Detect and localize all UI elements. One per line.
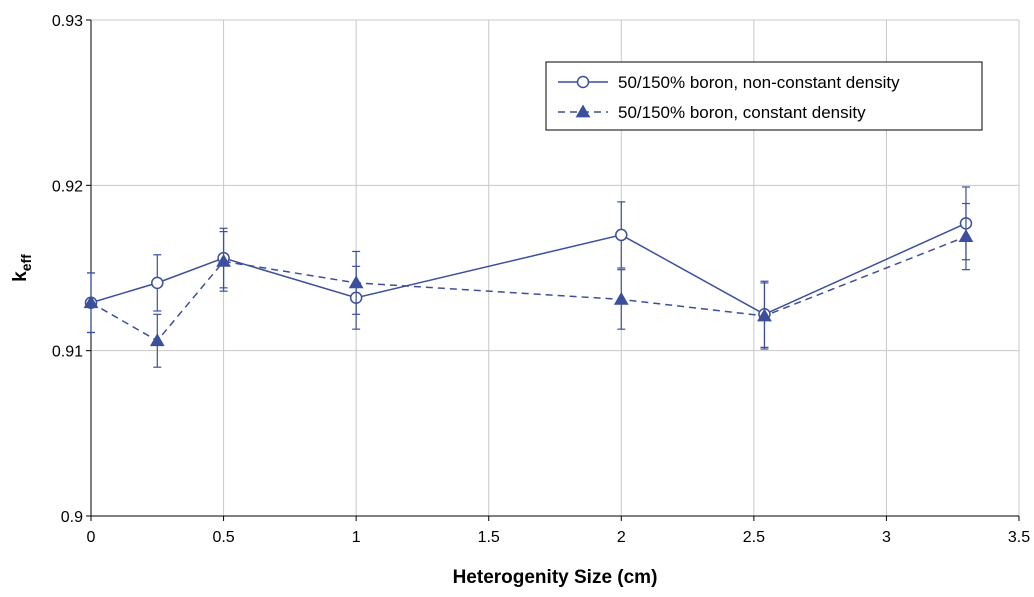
y-axis-title: keff	[10, 254, 34, 282]
data-point	[149, 333, 165, 347]
x-tick-label: 3.5	[1008, 529, 1030, 546]
data-point	[757, 308, 772, 322]
x-tick-label: 0	[87, 529, 96, 546]
x-tick-label: 1	[352, 529, 361, 546]
y-tick-label: 0.91	[52, 344, 83, 361]
x-tick-label: 2	[617, 529, 626, 546]
x-tick-label: 3	[882, 529, 891, 546]
legend: 50/150% boron, non-constant density 50/15…	[545, 61, 983, 131]
legend-marker	[576, 75, 590, 89]
axes: 0 0.5 1 1.5 2 2.5 3 3.5 0.9 0.91 0.92 0.93 Heterogen…	[10, 13, 1030, 588]
data-point	[216, 253, 231, 267]
x-tick-label: 1.5	[478, 529, 500, 546]
series-group	[83, 186, 974, 368]
x-tick-label: 2.5	[743, 529, 765, 546]
legend-label: 50/150% boron, constant density	[618, 103, 866, 122]
data-point	[958, 229, 974, 242]
legend-box	[545, 61, 983, 131]
data-point	[83, 295, 99, 309]
data-point	[151, 276, 164, 290]
y-axis-title-subscript: eff	[18, 254, 34, 271]
y-axis-title-main: k	[10, 271, 31, 282]
legend-marker	[575, 104, 591, 118]
y-tick-label: 0.9	[61, 509, 83, 526]
data-point	[615, 228, 628, 242]
y-tick-label: 0.93	[52, 13, 83, 30]
data-point	[348, 275, 364, 289]
y-tick-label: 0.92	[52, 178, 83, 195]
x-tick-label: 0.5	[212, 529, 234, 546]
x-axis-title: Heterogenity Size (cm)	[453, 567, 658, 588]
data-point	[613, 291, 629, 305]
series-line	[90, 222, 967, 316]
series-2	[83, 202, 974, 368]
legend-label: 50/150% boron, non-constant density	[618, 73, 900, 92]
